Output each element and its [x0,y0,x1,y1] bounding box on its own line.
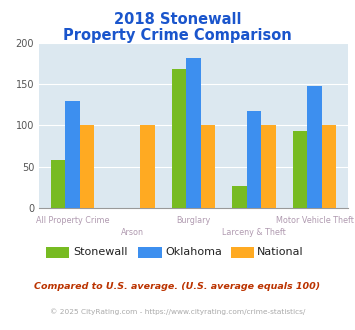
Text: Stonewall: Stonewall [73,248,127,257]
Bar [261,125,276,208]
Bar [322,125,337,208]
Bar [293,131,307,208]
Text: Burglary: Burglary [176,216,211,225]
Text: Arson: Arson [121,228,144,237]
Text: All Property Crime: All Property Crime [36,216,109,225]
Bar [201,125,215,208]
Text: National: National [257,248,304,257]
Text: © 2025 CityRating.com - https://www.cityrating.com/crime-statistics/: © 2025 CityRating.com - https://www.city… [50,309,305,315]
Bar [50,160,65,208]
Bar [80,125,94,208]
Bar [65,101,80,208]
Text: Motor Vehicle Theft: Motor Vehicle Theft [275,216,354,225]
Text: Larceny & Theft: Larceny & Theft [222,228,286,237]
Text: Compared to U.S. average. (U.S. average equals 100): Compared to U.S. average. (U.S. average … [34,282,321,291]
Bar [232,185,247,208]
Text: Oklahoma: Oklahoma [165,248,222,257]
Bar [172,69,186,208]
Bar [307,86,322,208]
Bar [247,111,261,208]
Bar [140,125,155,208]
Text: 2018 Stonewall: 2018 Stonewall [114,12,241,26]
Text: Property Crime Comparison: Property Crime Comparison [63,28,292,43]
Bar [186,58,201,208]
